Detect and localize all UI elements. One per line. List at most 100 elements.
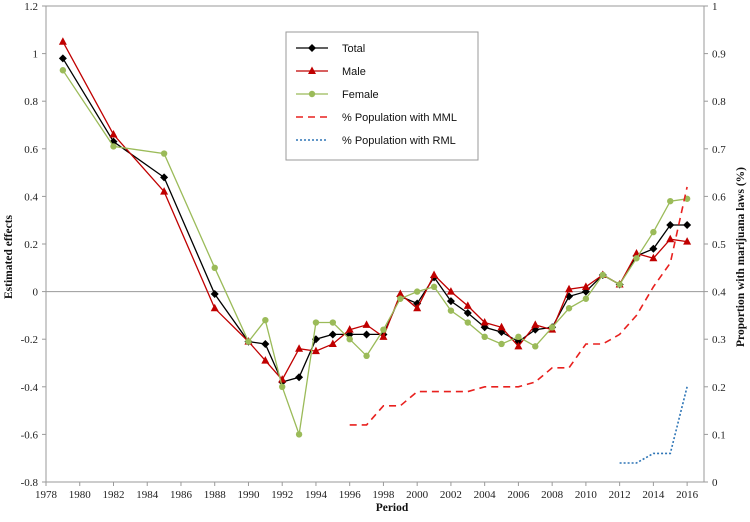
x-tick-label: 2000: [406, 489, 429, 501]
data-point-male: [345, 325, 354, 333]
y2-tick-label: 0.9: [712, 49, 726, 61]
data-point-female: [532, 343, 539, 350]
data-point-total: [160, 173, 169, 182]
x-axis-ticks: 1978 1980 1982 1984 1986 1988 1990 1992 1994 1996…: [35, 482, 699, 501]
data-point-female: [548, 324, 556, 331]
y2-tick-label: 0.6: [712, 191, 726, 203]
series-layer: [58, 37, 692, 464]
data-point-female: [447, 307, 455, 314]
y-tick-label: -0.4: [21, 382, 39, 394]
data-point-total: [210, 289, 219, 298]
data-point-female: [633, 255, 640, 262]
data-point-male: [328, 339, 337, 347]
y2-tick-label: 0.4: [712, 287, 726, 299]
x-tick-label: 2004: [474, 489, 497, 501]
data-point-total: [649, 244, 658, 253]
data-point-male: [683, 237, 692, 245]
data-point-female: [498, 340, 505, 348]
x-tick-label: 1998: [372, 489, 395, 501]
data-point-male: [210, 303, 219, 312]
legend-marker-female: [308, 90, 316, 98]
data-point-female: [667, 197, 674, 205]
series-pct-population-with-rml: [619, 386, 688, 464]
data-point-male: [109, 130, 118, 138]
data-point-male: [58, 37, 67, 45]
x-tick-label: 1980: [69, 489, 92, 501]
data-point-female: [481, 333, 488, 341]
data-point-male: [581, 282, 590, 290]
series-female: [59, 67, 691, 438]
y-tick-label: 1: [33, 49, 39, 61]
y-tick-label: 0: [33, 287, 39, 299]
data-point-female: [59, 67, 67, 74]
y-tick-label: -0.8: [21, 477, 39, 489]
data-point-male: [463, 301, 472, 309]
data-point-female: [346, 336, 353, 343]
data-point-male: [160, 187, 169, 195]
x-tick-label: 1996: [339, 489, 362, 501]
series-line-pct-population-with-rml: [619, 386, 688, 464]
x-tick-label: 2010: [575, 489, 598, 501]
data-point-female: [110, 143, 117, 150]
data-point-male: [261, 356, 270, 364]
data-point-male: [531, 320, 540, 328]
data-point-female: [279, 383, 286, 390]
data-point-male: [446, 287, 455, 295]
legend: Total Male Female % Population with MML % Po…: [285, 31, 479, 161]
data-point-female: [582, 295, 590, 302]
data-point-female: [211, 264, 218, 271]
x-tick-label: 1982: [102, 489, 124, 501]
data-point-female: [295, 431, 303, 438]
y2-tick-label: 0.3: [712, 334, 726, 346]
y2-tick-label: 0.7: [712, 144, 726, 156]
data-point-female: [312, 319, 320, 326]
y2-axis-title: Proportion with marijuana laws (%): [735, 167, 747, 347]
y-axis-title: Estimated effects: [3, 214, 15, 299]
y2-tick-label: 0.2: [712, 382, 726, 394]
x-tick-label: 1986: [170, 489, 193, 501]
data-point-male: [295, 344, 304, 352]
y2-tick-label: 0.5: [712, 239, 726, 251]
data-point-male: [396, 289, 405, 297]
data-point-total: [295, 373, 304, 382]
legend-label-pct-population-with-mml: % Population with MML: [342, 112, 457, 124]
data-point-female: [599, 271, 606, 279]
data-point-male: [362, 320, 371, 328]
data-point-male: [480, 318, 489, 326]
left-axis-ticks: -0.8 -0.6 -0.4 -0.2 0 0.2 0.4 0.6 0.8 1 1.2: [21, 1, 46, 489]
x-tick-label: 1990: [237, 489, 260, 501]
data-point-total: [463, 309, 472, 318]
legend-label-total: Total: [342, 43, 365, 55]
y-tick-label: 1.2: [24, 1, 38, 13]
data-point-total: [328, 330, 337, 339]
data-point-female: [616, 281, 623, 288]
x-tick-label: 1988: [204, 489, 227, 501]
x-tick-label: 1992: [271, 489, 293, 501]
y2-tick-label: 0.8: [712, 96, 726, 108]
data-point-male: [649, 253, 658, 262]
data-point-female: [363, 352, 370, 360]
data-point-female: [397, 295, 404, 302]
x-tick-label: 2008: [541, 489, 564, 501]
x-tick-label: 1978: [35, 489, 58, 501]
y-tick-label: 0.8: [24, 96, 38, 108]
legend-label-female: Female: [342, 89, 379, 101]
data-point-female: [464, 319, 471, 326]
data-point-female: [380, 326, 387, 333]
data-point-female: [650, 228, 657, 236]
data-point-total: [446, 297, 455, 306]
legend-marker-total: [308, 44, 316, 52]
right-axis-ticks: 0 0.1 0.2 0.3 0.4 0.5 0.6 0.7 0.8 0.9 1: [704, 1, 726, 489]
y2-tick-label: 1: [712, 1, 718, 13]
data-point-total: [362, 330, 371, 339]
y-tick-label: 0.2: [24, 239, 38, 251]
data-point-male: [413, 303, 422, 312]
y-tick-label: 0.4: [24, 191, 38, 203]
y2-tick-label: 0: [712, 477, 718, 489]
y2-tick-label: 0.1: [712, 429, 726, 441]
data-point-female: [329, 319, 337, 326]
data-point-male: [565, 284, 574, 293]
x-tick-label: 2006: [507, 489, 530, 501]
x-tick-label: 1994: [305, 489, 328, 501]
